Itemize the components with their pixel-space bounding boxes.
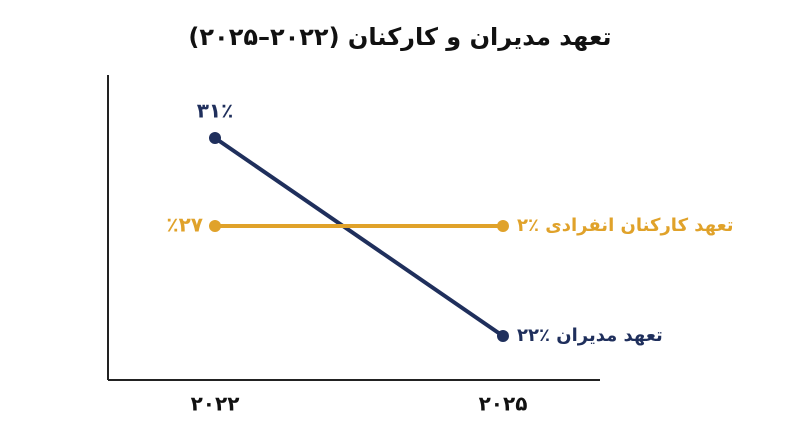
x-tick-label: ۲۰۲۲	[191, 392, 240, 416]
line	[213, 136, 505, 338]
series-label: تعهد مدیران ٪۲۲	[517, 325, 663, 346]
chart-title: تعهد مدیران و کارکنان (۲۰۲۲–۲۰۲۵)	[188, 23, 611, 51]
value-label: ۳۱٪	[197, 99, 234, 123]
x-tick-label: ۲۰۲۵	[479, 392, 528, 416]
point	[209, 132, 221, 144]
point	[497, 330, 509, 342]
point	[209, 220, 221, 232]
value-label: ٪۲۷	[166, 213, 203, 237]
point	[497, 220, 509, 232]
series-label: تعهد کارکنان انفرادی ٪۲	[517, 215, 734, 236]
